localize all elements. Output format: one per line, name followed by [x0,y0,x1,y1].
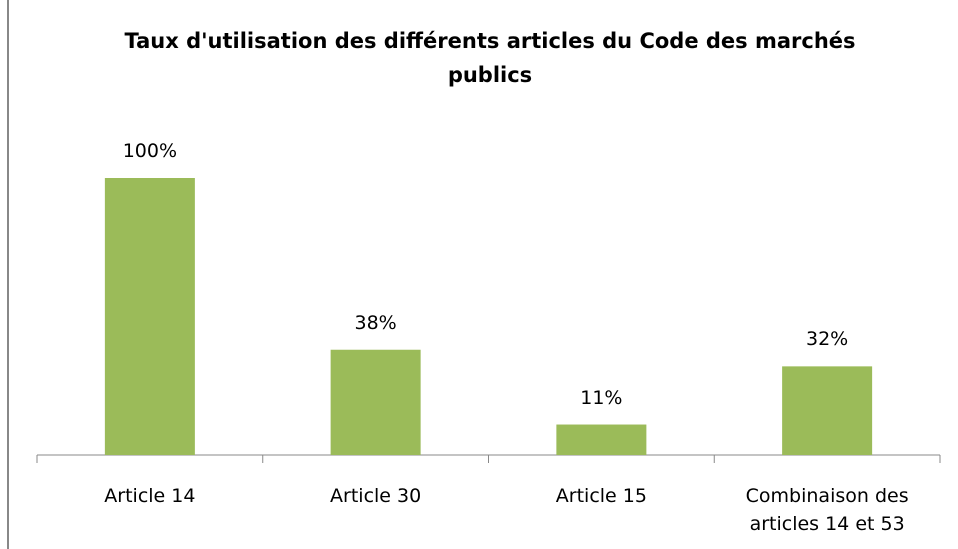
x-tick-label: Combinaison des articles 14 et 53 [745,485,909,535]
x-tick-label: Article 30 [330,485,422,507]
value-label: 32% [806,328,849,351]
chart-title: Taux d'utilisation des différents articl… [124,29,856,87]
bar [782,366,873,455]
value-label: 100% [122,140,178,162]
x-tick-label: Article 15 [555,485,647,507]
value-label: 38% [354,311,397,334]
bar [330,349,421,455]
x-tick-label: Article 14 [104,485,196,507]
bar [104,178,195,455]
value-label: 11% [580,386,623,409]
bar [556,424,647,455]
